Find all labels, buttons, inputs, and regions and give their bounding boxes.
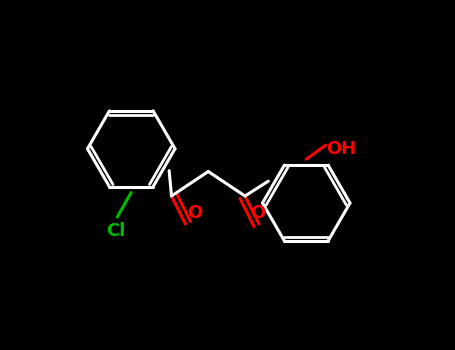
- Text: O: O: [187, 204, 202, 222]
- Text: OH: OH: [326, 140, 356, 158]
- Text: Cl: Cl: [106, 222, 125, 240]
- Text: O: O: [250, 204, 266, 222]
